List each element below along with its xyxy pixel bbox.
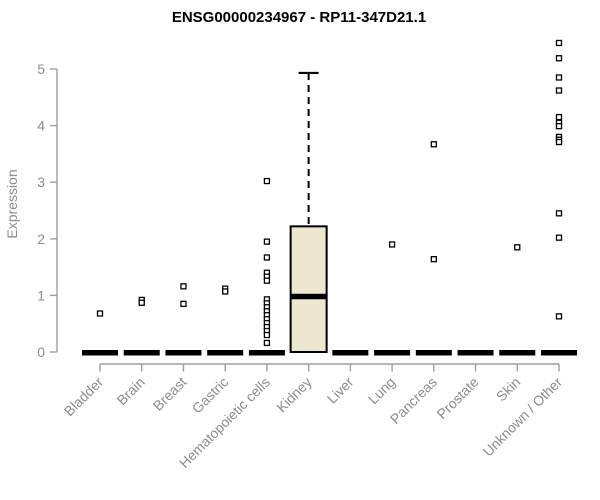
outlier-point: [263, 238, 271, 245]
collapsed-box-bar: [207, 350, 244, 356]
outlier-point: [514, 244, 521, 251]
y-tick-label: 2: [37, 231, 45, 247]
outlier-point: [430, 256, 437, 263]
collapsed-box-bar: [499, 350, 536, 356]
x-category-label: Skin: [493, 374, 524, 405]
outlier-point: [555, 234, 563, 241]
y-tick-label: 3: [37, 174, 45, 190]
outlier-point: [180, 283, 187, 290]
outlier-point: [555, 39, 563, 47]
outlier-point: [263, 177, 271, 185]
x-category-label: Prostate: [433, 374, 481, 422]
collapsed-box-bar: [165, 350, 202, 356]
y-tick-label: 1: [37, 287, 45, 303]
outlier-point: [555, 313, 563, 320]
outlier-point: [555, 138, 563, 146]
outlier-point: [263, 339, 271, 347]
outlier-point: [430, 141, 437, 148]
collapsed-box-bar: [457, 350, 494, 356]
median-line: [290, 293, 327, 300]
outlier-point: [263, 254, 271, 261]
y-tick-label: 4: [37, 118, 45, 134]
outlier-point: [263, 277, 271, 284]
outlier-point: [555, 55, 563, 62]
x-category-label: Unknown / Other: [480, 374, 566, 460]
x-category-label: Kidney: [273, 374, 315, 416]
outlier-point: [555, 74, 563, 81]
y-tick-label: 0: [37, 344, 45, 360]
y-axis-title: Expression: [4, 169, 20, 238]
collapsed-box-bar: [123, 350, 160, 356]
collapsed-box-bar: [332, 350, 369, 356]
x-category-label: Lung: [365, 374, 398, 407]
collapsed-box-bar: [248, 350, 285, 356]
collapsed-box-bar: [82, 350, 118, 356]
outlier-point: [388, 241, 396, 248]
outlier-point: [263, 331, 271, 339]
collapsed-box-bar: [415, 350, 452, 356]
collapsed-box-bar: [374, 350, 411, 356]
plot-area: [82, 39, 577, 356]
outlier-point: [96, 310, 104, 317]
outlier-point: [555, 87, 563, 94]
x-category-label: Liver: [324, 374, 357, 407]
outlier-point: [555, 123, 563, 130]
chart-title: ENSG00000234967 - RP11-347D21.1: [172, 9, 426, 26]
outlier-point: [138, 299, 145, 306]
y-tick-label: 5: [37, 61, 45, 77]
box-iqr: [289, 225, 328, 354]
collapsed-box-bar: [540, 350, 577, 356]
outlier-point: [555, 210, 563, 217]
outlier-point: [222, 288, 229, 295]
outlier-point: [555, 113, 563, 121]
outlier-point: [180, 300, 187, 308]
x-category-label: Brain: [113, 374, 147, 408]
x-category-label: Bladder: [61, 374, 107, 420]
x-category-label: Breast: [150, 374, 190, 414]
